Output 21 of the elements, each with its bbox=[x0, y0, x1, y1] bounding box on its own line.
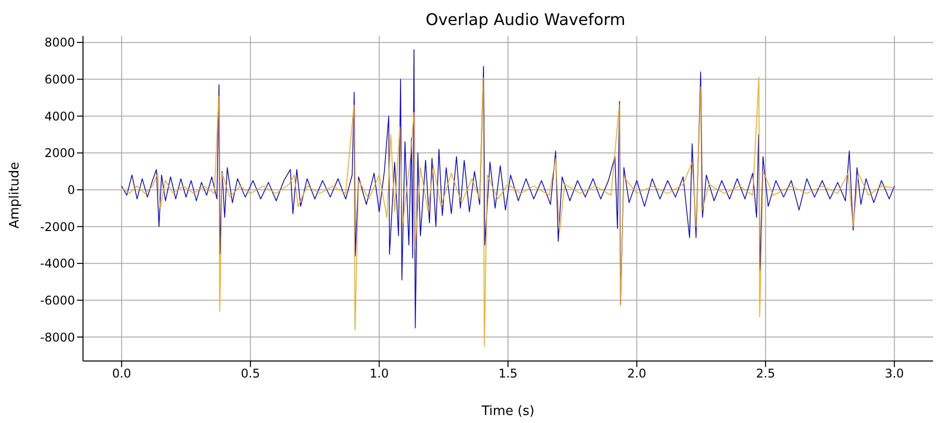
y-tick-label: -2000 bbox=[40, 220, 75, 234]
y-tick-label: 2000 bbox=[44, 146, 75, 160]
chart-title: Overlap Audio Waveform bbox=[424, 10, 626, 29]
line-series bbox=[121, 77, 895, 347]
line-series bbox=[121, 49, 895, 328]
x-tick-label: 1.5 bbox=[498, 366, 518, 381]
y-tick-label: -6000 bbox=[40, 293, 75, 308]
y-tick-label: 6000 bbox=[44, 72, 75, 87]
x-tick-label: 0.5 bbox=[240, 366, 260, 381]
y-tick-label: -4000 bbox=[40, 256, 75, 271]
y-tick-label: 4000 bbox=[44, 109, 75, 124]
x-tick-label: 2.5 bbox=[756, 366, 776, 381]
x-tick-label: 2.0 bbox=[627, 366, 646, 381]
x-tick-label: 1.0 bbox=[370, 366, 389, 381]
y-tick-label: 0 bbox=[67, 183, 75, 198]
x-axis-title: Time (s) bbox=[480, 404, 534, 419]
y-axis-title: Amplitude bbox=[8, 162, 23, 228]
y-tick-label: 8000 bbox=[44, 36, 75, 50]
x-tick-label: 0.0 bbox=[112, 366, 132, 381]
x-tick-label: 3.0 bbox=[884, 366, 904, 381]
y-tick-label: -8000 bbox=[40, 330, 75, 344]
